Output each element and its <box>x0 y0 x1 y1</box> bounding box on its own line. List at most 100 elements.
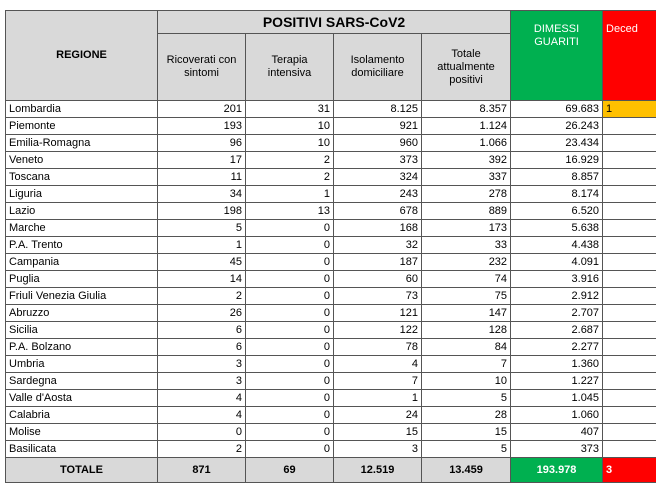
value-cell: 0 <box>245 304 334 322</box>
value-cell: 0 <box>245 219 334 237</box>
value-cell: 0 <box>245 236 334 254</box>
value-cell <box>602 236 656 254</box>
value-cell: 14 <box>157 270 246 288</box>
value-cell: 2.687 <box>510 321 604 339</box>
value-cell: 324 <box>333 168 422 186</box>
value-cell: 0 <box>245 270 334 288</box>
data-row: Piemonte 193 10 921 1.124 26.243 <box>5 117 656 135</box>
value-cell: 3 <box>333 440 422 458</box>
data-row: Liguria 34 1 243 278 8.174 <box>5 185 656 203</box>
data-row: Valle d'Aosta 4 0 1 5 1.045 <box>5 389 656 407</box>
value-cell: 187 <box>333 253 422 271</box>
region-cell: Calabria <box>5 406 158 424</box>
data-row: Campania 45 0 187 232 4.091 <box>5 253 656 271</box>
value-cell: 1 <box>602 100 656 118</box>
value-cell: 1.360 <box>510 355 604 373</box>
value-cell: 0 <box>245 423 334 441</box>
value-cell: 10 <box>245 134 334 152</box>
data-row: P.A. Trento 1 0 32 33 4.438 <box>5 236 656 254</box>
value-cell: 8.857 <box>510 168 604 186</box>
value-cell: 32 <box>333 236 422 254</box>
value-cell <box>602 253 656 271</box>
value-cell: 373 <box>333 151 422 169</box>
value-cell <box>602 117 656 135</box>
value-cell: 201 <box>157 100 246 118</box>
value-cell: 8.125 <box>333 100 422 118</box>
data-row: Basilicata 2 0 3 5 373 <box>5 440 656 458</box>
value-cell <box>602 338 656 356</box>
value-cell: 243 <box>333 185 422 203</box>
value-cell: 193 <box>157 117 246 135</box>
value-cell: 1 <box>157 236 246 254</box>
table-body: Lombardia 201 31 8.125 8.357 69.683 1 Piemonte 1… <box>5 100 656 483</box>
value-cell: 373 <box>510 440 604 458</box>
value-cell <box>602 440 656 458</box>
value-cell: 122 <box>333 321 422 339</box>
region-cell: Molise <box>5 423 158 441</box>
region-cell: Marche <box>5 219 158 237</box>
value-cell: 26.243 <box>510 117 604 135</box>
value-cell: 0 <box>157 423 246 441</box>
value-cell <box>602 168 656 186</box>
value-cell: 960 <box>333 134 422 152</box>
value-cell: 8.174 <box>510 185 604 203</box>
value-cell <box>602 287 656 305</box>
value-cell <box>602 423 656 441</box>
value-cell: 84 <box>420 338 512 356</box>
data-row: Lazio 198 13 678 889 6.520 <box>5 202 656 220</box>
value-cell: 10 <box>420 372 512 390</box>
value-cell: 15 <box>333 423 422 441</box>
header-cell: Deced <box>602 10 656 101</box>
data-row: Lombardia 201 31 8.125 8.357 69.683 1 <box>5 100 656 118</box>
region-cell: Piemonte <box>5 117 158 135</box>
value-cell: 96 <box>157 134 246 152</box>
value-cell: 45 <box>157 253 246 271</box>
region-cell: Umbria <box>5 355 158 373</box>
value-cell: 4 <box>157 406 246 424</box>
value-cell: 8.357 <box>420 100 512 118</box>
value-cell: 889 <box>420 202 512 220</box>
value-cell: 73 <box>333 287 422 305</box>
value-cell: 921 <box>333 117 422 135</box>
value-cell: 0 <box>245 406 334 424</box>
value-cell: 11 <box>157 168 246 186</box>
value-cell: 26 <box>157 304 246 322</box>
header-cell: DIMESSI GUARITI <box>510 10 604 101</box>
value-cell: 31 <box>245 100 334 118</box>
value-cell: 2.912 <box>510 287 604 305</box>
value-cell: 2 <box>157 440 246 458</box>
data-row: Umbria 3 0 4 7 1.360 <box>5 355 656 373</box>
value-cell: 871 <box>157 457 246 483</box>
value-cell: 147 <box>420 304 512 322</box>
data-row: Molise 0 0 15 15 407 <box>5 423 656 441</box>
value-cell: 4.438 <box>510 236 604 254</box>
region-cell: P.A. Trento <box>5 236 158 254</box>
value-cell: 60 <box>333 270 422 288</box>
header-cell: Totale attualmente positivi <box>420 33 512 101</box>
value-cell: 13.459 <box>420 457 512 483</box>
value-cell: 23.434 <box>510 134 604 152</box>
value-cell: 4 <box>333 355 422 373</box>
region-cell: Abruzzo <box>5 304 158 322</box>
total-row: TOTALE 871 69 12.519 13.459 193.978 3 <box>5 457 656 483</box>
value-cell: 678 <box>333 202 422 220</box>
value-cell: 0 <box>245 389 334 407</box>
value-cell: 3 <box>602 457 656 483</box>
value-cell: 1 <box>245 185 334 203</box>
value-cell: 2 <box>157 287 246 305</box>
value-cell: 2.707 <box>510 304 604 322</box>
value-cell <box>602 202 656 220</box>
value-cell: 198 <box>157 202 246 220</box>
region-cell: Sardegna <box>5 372 158 390</box>
value-cell: 392 <box>420 151 512 169</box>
header-cell: Isolamento domiciliare <box>333 33 422 101</box>
data-row: Sardegna 3 0 7 10 1.227 <box>5 372 656 390</box>
region-cell: Friuli Venezia Giulia <box>5 287 158 305</box>
data-row: Veneto 17 2 373 392 16.929 <box>5 151 656 169</box>
value-cell <box>602 219 656 237</box>
value-cell: 7 <box>333 372 422 390</box>
region-cell: Lazio <box>5 202 158 220</box>
data-row: Puglia 14 0 60 74 3.916 <box>5 270 656 288</box>
region-cell: Basilicata <box>5 440 158 458</box>
value-cell <box>602 134 656 152</box>
